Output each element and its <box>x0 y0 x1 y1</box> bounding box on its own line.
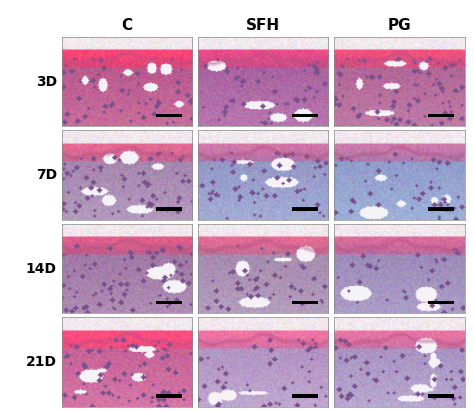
FancyBboxPatch shape <box>428 395 454 398</box>
FancyBboxPatch shape <box>292 301 318 305</box>
Text: C: C <box>121 18 132 33</box>
Text: 3D: 3D <box>36 75 57 89</box>
Text: 14D: 14D <box>26 262 57 276</box>
FancyBboxPatch shape <box>428 208 454 211</box>
Text: 7D: 7D <box>36 168 57 182</box>
FancyBboxPatch shape <box>155 114 182 118</box>
FancyBboxPatch shape <box>292 208 318 211</box>
FancyBboxPatch shape <box>155 208 182 211</box>
Text: PG: PG <box>387 18 411 33</box>
FancyBboxPatch shape <box>155 301 182 305</box>
Text: SFH: SFH <box>246 18 280 33</box>
FancyBboxPatch shape <box>428 114 454 118</box>
Text: 21D: 21D <box>26 355 57 369</box>
FancyBboxPatch shape <box>292 395 318 398</box>
FancyBboxPatch shape <box>292 114 318 118</box>
FancyBboxPatch shape <box>428 301 454 305</box>
FancyBboxPatch shape <box>155 395 182 398</box>
